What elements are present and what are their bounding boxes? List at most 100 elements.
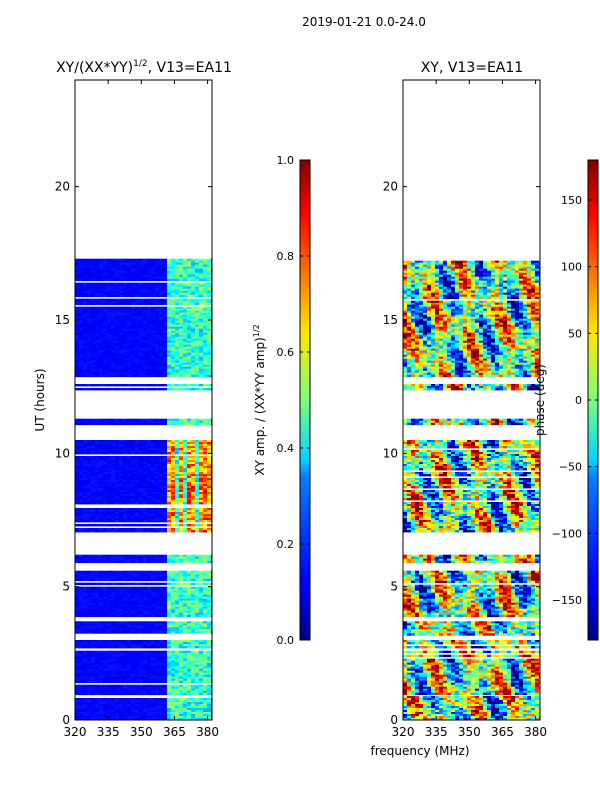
heatmap-cell xyxy=(87,668,92,672)
heatmap-cell xyxy=(115,692,120,696)
heatmap-cell xyxy=(139,702,144,705)
heatmap-cell xyxy=(159,488,164,491)
heatmap-cell xyxy=(83,629,88,632)
heatmap-cell xyxy=(163,684,168,688)
heatmap-cell xyxy=(191,288,196,292)
heatmap-cell xyxy=(79,656,84,660)
heatmap-cell xyxy=(203,484,208,487)
heatmap-cell xyxy=(163,610,168,614)
heatmap-cell xyxy=(83,284,88,288)
heatmap-cell xyxy=(203,631,208,634)
heatmap-cell xyxy=(191,604,196,608)
heatmap-cell xyxy=(147,627,152,630)
heatmap-cell xyxy=(127,314,132,318)
heatmap-cell xyxy=(111,698,116,701)
heatmap-cell xyxy=(107,660,112,664)
heatmap-cell xyxy=(191,472,196,475)
heatmap-cell xyxy=(111,672,116,676)
heatmap-cell xyxy=(83,388,88,391)
heatmap-cell xyxy=(131,662,136,666)
heatmap-cell xyxy=(91,418,96,422)
heatmap-cell xyxy=(135,388,140,391)
heatmap-cell xyxy=(175,623,180,626)
heatmap-cell xyxy=(171,460,176,463)
heatmap-cell xyxy=(111,478,116,481)
heatmap-cell xyxy=(167,592,172,596)
heatmap-cell xyxy=(111,264,116,268)
heatmap-cell xyxy=(203,302,208,306)
heatmap-cell xyxy=(143,468,148,471)
heatmap-cell xyxy=(91,470,96,473)
heatmap-cell xyxy=(91,650,96,654)
heatmap-cell xyxy=(75,384,80,387)
heatmap-cell xyxy=(183,488,188,491)
heatmap-cell xyxy=(99,312,104,316)
heatmap-cell xyxy=(199,500,204,503)
heatmap-cell xyxy=(87,262,92,266)
heatmap-cell xyxy=(83,276,88,280)
heatmap-cell xyxy=(87,625,92,628)
heatmap-cell xyxy=(99,268,104,272)
heatmap-cell xyxy=(191,484,196,487)
heatmap-cell xyxy=(83,268,88,272)
heatmap-cell xyxy=(191,666,196,670)
heatmap-cell xyxy=(95,282,100,286)
heatmap-cell xyxy=(175,684,180,688)
heatmap-cell xyxy=(159,298,164,302)
heatmap-cell xyxy=(167,274,172,278)
heatmap-cell xyxy=(107,268,112,272)
heatmap-cell xyxy=(107,652,112,656)
heatmap-cell xyxy=(163,698,168,701)
heatmap-cell xyxy=(123,476,128,479)
heatmap-cell xyxy=(143,704,148,707)
heatmap-cell xyxy=(135,480,140,483)
heatmap-cell xyxy=(79,274,84,278)
heatmap-cell xyxy=(91,264,96,268)
heatmap-cell xyxy=(179,560,184,564)
heatmap-cell xyxy=(79,420,84,424)
heatmap-cell xyxy=(207,692,212,696)
heatmap-cell xyxy=(87,444,92,447)
heatmap-cell xyxy=(111,492,116,495)
heatmap-cell xyxy=(119,600,124,604)
heatmap-cell xyxy=(115,480,120,483)
heatmap-cell xyxy=(179,590,184,594)
heatmap-cell xyxy=(163,420,168,424)
heatmap-cell xyxy=(187,388,192,391)
heatmap-cell xyxy=(111,658,116,662)
heatmap-cell xyxy=(171,692,176,696)
heatmap-cell xyxy=(75,482,80,485)
heatmap-cell xyxy=(131,266,136,270)
heatmap-cell xyxy=(139,590,144,594)
heatmap-cell xyxy=(107,422,112,426)
heatmap-cell xyxy=(187,422,192,426)
heatmap-cell xyxy=(139,642,144,645)
heatmap-cell xyxy=(103,516,108,519)
heatmap-cell xyxy=(119,270,124,274)
heatmap-cell xyxy=(199,514,204,517)
heatmap-cell xyxy=(115,688,120,692)
heatmap-cell xyxy=(151,464,156,467)
heatmap-cell xyxy=(195,608,200,612)
heatmap-cell xyxy=(99,640,104,643)
heatmap-cell xyxy=(123,621,128,624)
heatmap-cell xyxy=(79,668,84,672)
heatmap-cell xyxy=(163,556,168,560)
heatmap-cell xyxy=(183,290,188,294)
heatmap-cell xyxy=(119,502,124,505)
heatmap-cell xyxy=(75,302,80,306)
heatmap-cell xyxy=(179,318,184,322)
heatmap-cell xyxy=(99,496,104,499)
heatmap-cell xyxy=(155,704,160,707)
heatmap-cell xyxy=(147,484,152,487)
heatmap-cell xyxy=(167,486,172,489)
heatmap-cell xyxy=(91,592,96,596)
heatmap-cell xyxy=(83,442,88,445)
heatmap-cell xyxy=(111,320,116,324)
heatmap-cell xyxy=(111,508,116,511)
heatmap-cell xyxy=(95,625,100,628)
heatmap-cell xyxy=(147,516,152,519)
heatmap-cell xyxy=(107,258,112,262)
heatmap-cell xyxy=(203,710,208,713)
heatmap-cell xyxy=(139,631,144,634)
